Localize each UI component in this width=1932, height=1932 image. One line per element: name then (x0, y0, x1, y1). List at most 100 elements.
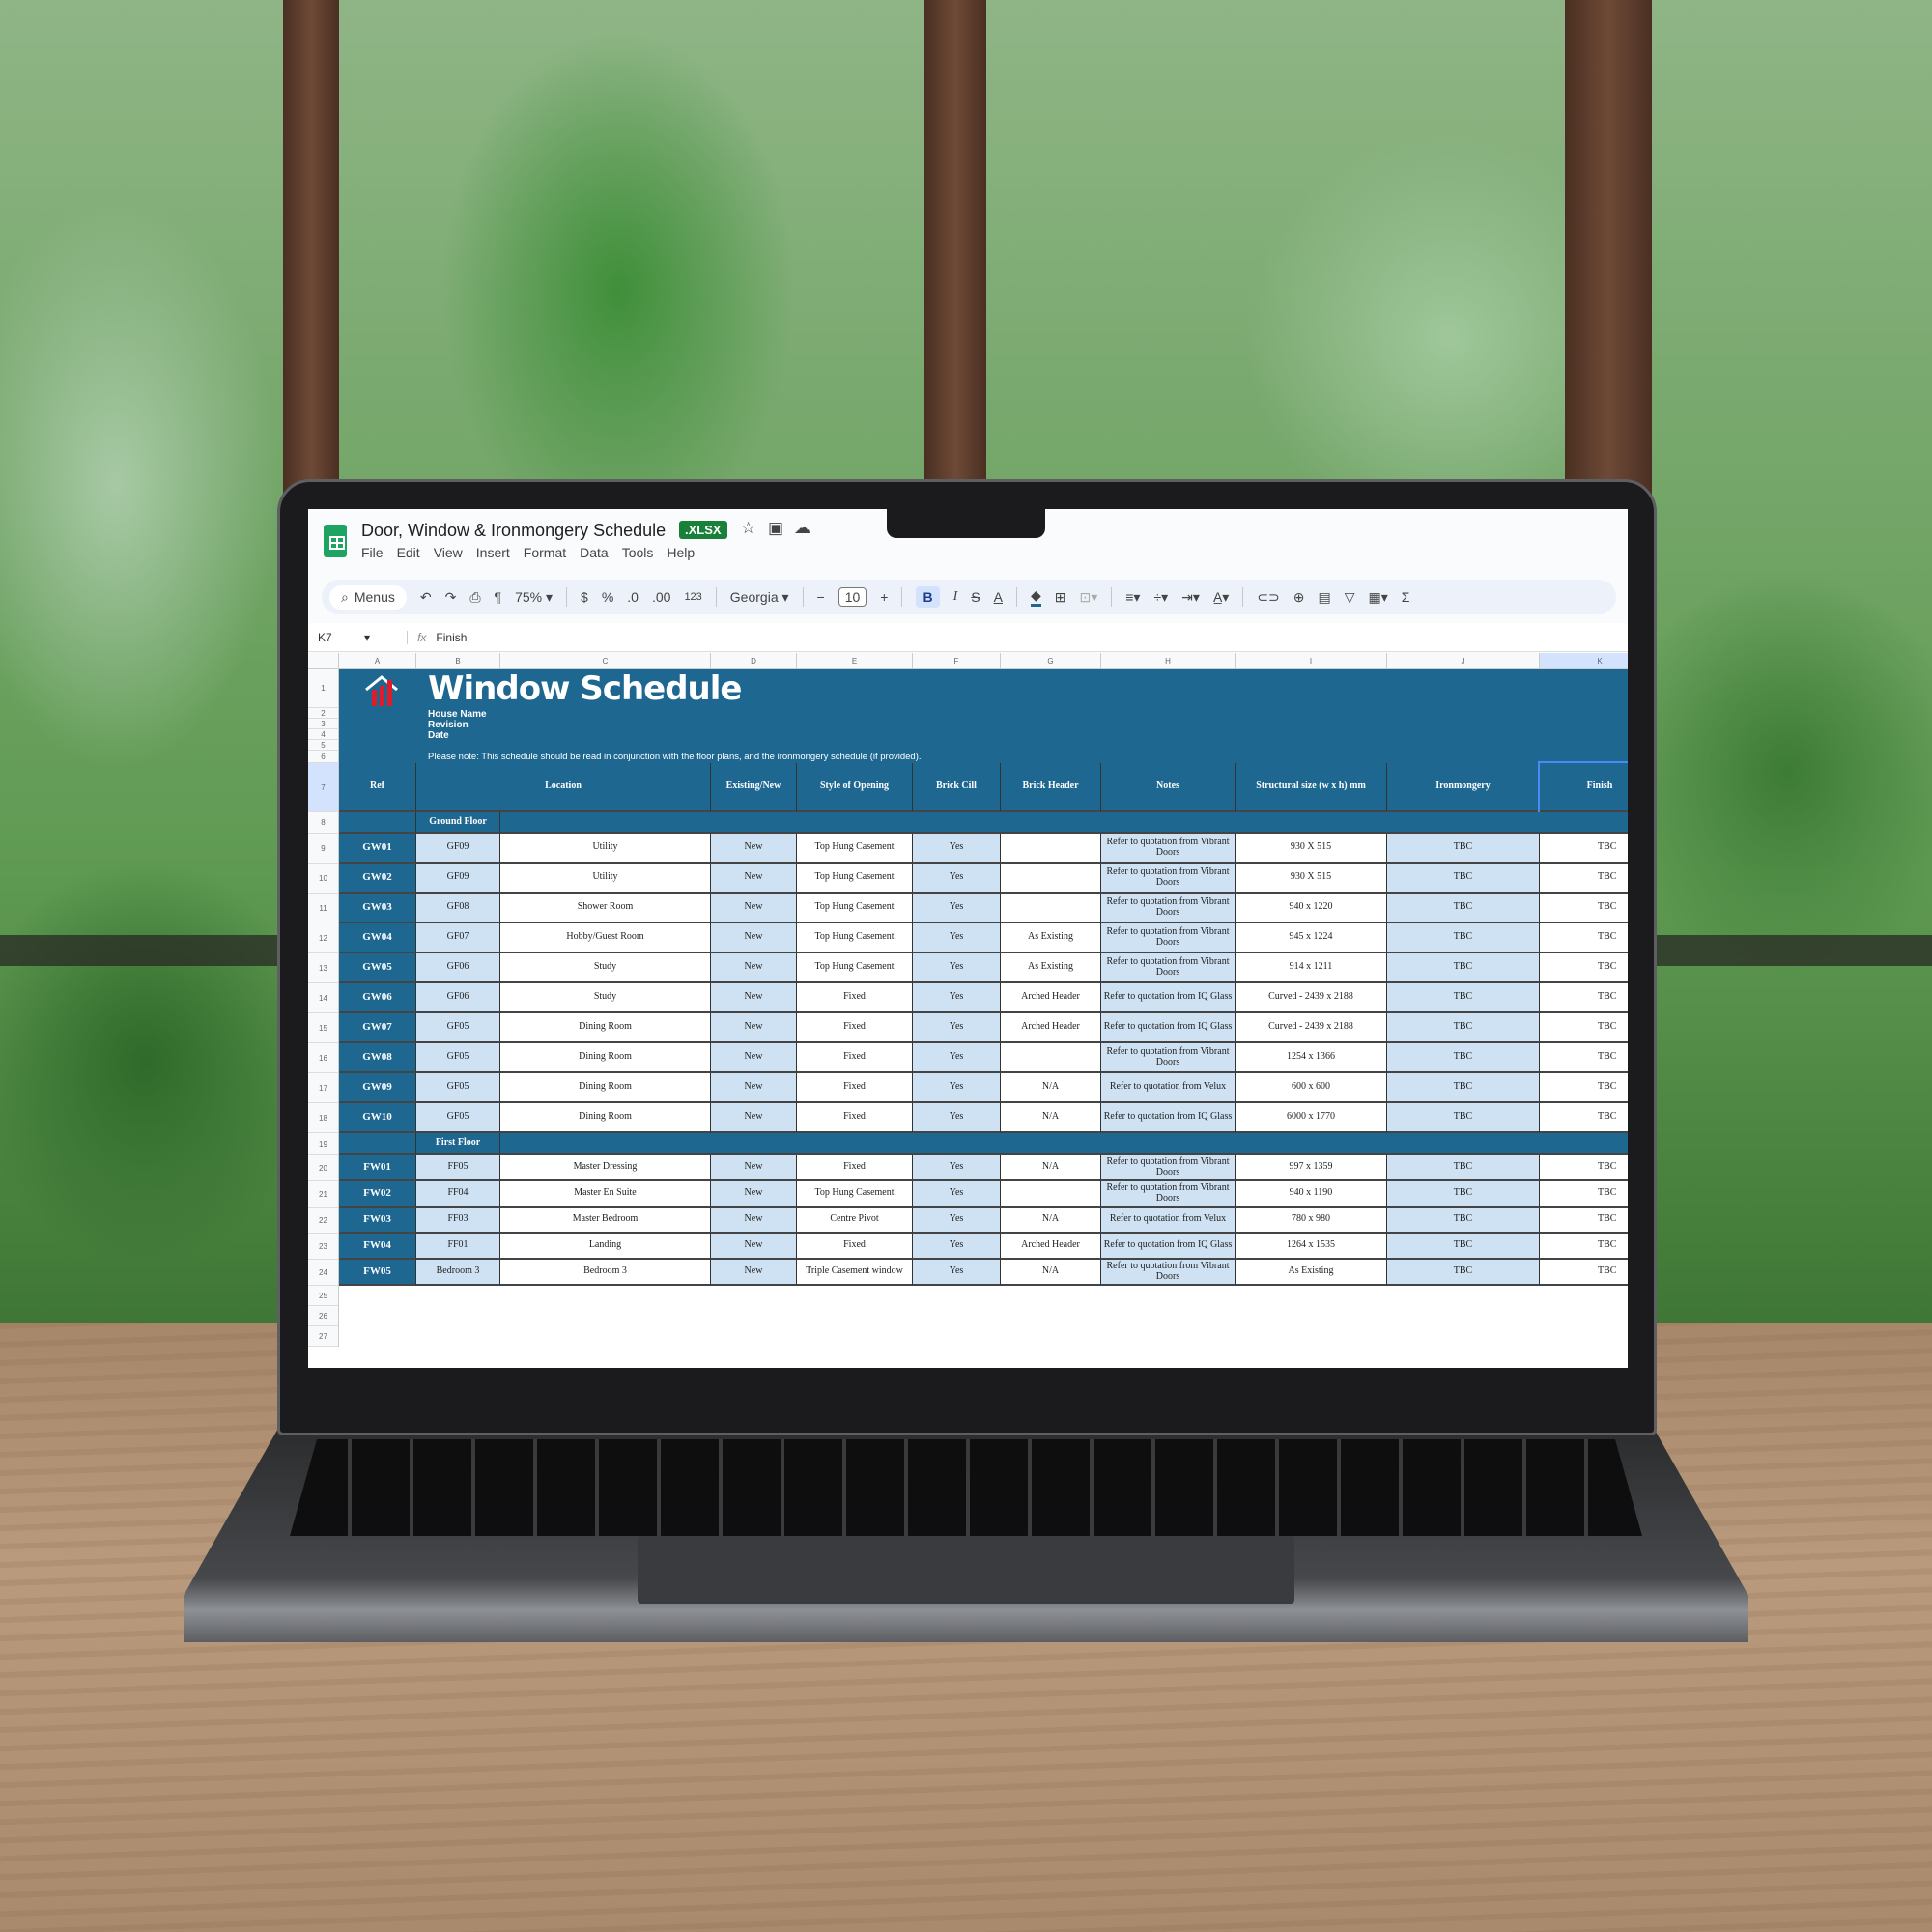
table-cell[interactable]: GF06 (416, 953, 500, 983)
column-title[interactable]: Notes (1101, 763, 1236, 812)
table-cell[interactable]: Fixed (797, 1013, 913, 1043)
window-ref[interactable]: FW03 (339, 1208, 416, 1234)
undo-icon[interactable]: ↶ (419, 588, 432, 605)
table-cell[interactable]: TBC (1387, 864, 1540, 894)
table-cell[interactable]: TBC (1387, 1181, 1540, 1208)
menu-edit[interactable]: Edit (396, 545, 420, 560)
row-header[interactable]: 7 (308, 763, 339, 812)
window-ref[interactable]: GW06 (339, 983, 416, 1013)
table-cell[interactable]: Fixed (797, 1234, 913, 1260)
merge-cells-icon[interactable]: ⊡▾ (1079, 588, 1098, 605)
section-bar[interactable] (500, 1133, 1628, 1155)
table-cell[interactable]: N/A (1001, 1073, 1101, 1103)
row-header[interactable]: 1 (308, 669, 339, 708)
table-cell[interactable]: Refer to quotation from Vibrant Doors (1101, 894, 1236, 923)
menu-file[interactable]: File (361, 545, 384, 560)
row-header[interactable]: 3 (308, 719, 339, 729)
table-cell[interactable]: TBC (1387, 1208, 1540, 1234)
horizontal-align-icon[interactable]: ≡▾ (1125, 588, 1141, 605)
table-cell[interactable]: TBC (1387, 1073, 1540, 1103)
move-folder-icon[interactable]: ▣ (768, 519, 784, 537)
table-cell[interactable]: Triple Casement window (797, 1260, 913, 1286)
vertical-align-icon[interactable]: ÷▾ (1153, 588, 1169, 605)
table-cell[interactable]: Refer to quotation from IQ Glass (1101, 1103, 1236, 1133)
table-cell[interactable]: TBC (1387, 1043, 1540, 1073)
table-cell[interactable]: Utility (500, 834, 711, 864)
row-header[interactable]: 27 (308, 1326, 339, 1347)
table-cell[interactable]: Fixed (797, 1103, 913, 1133)
row-header[interactable]: 18 (308, 1103, 339, 1133)
column-title[interactable]: Ironmongery (1387, 763, 1540, 812)
table-cell[interactable] (1001, 894, 1101, 923)
column-title[interactable]: Finish (1538, 761, 1628, 814)
window-ref[interactable]: FW02 (339, 1181, 416, 1208)
table-cell[interactable]: As Existing (1001, 953, 1101, 983)
table-cell[interactable]: 940 x 1190 (1236, 1181, 1387, 1208)
table-cell[interactable]: Refer to quotation from Vibrant Doors (1101, 864, 1236, 894)
table-cell[interactable]: New (711, 1181, 797, 1208)
cloud-status-icon[interactable]: ☁ (794, 519, 810, 537)
sheets-logo-icon[interactable] (324, 525, 347, 557)
table-cell[interactable]: New (711, 894, 797, 923)
table-cell[interactable]: Yes (913, 1208, 1001, 1234)
star-icon[interactable]: ☆ (741, 519, 756, 537)
table-cell[interactable]: Refer to quotation from Vibrant Doors (1101, 1043, 1236, 1073)
table-cell[interactable]: Dining Room (500, 1073, 711, 1103)
table-cell[interactable]: Top Hung Casement (797, 953, 913, 983)
table-cell[interactable]: Yes (913, 1043, 1001, 1073)
table-cell[interactable]: Yes (913, 1103, 1001, 1133)
window-ref[interactable]: GW05 (339, 953, 416, 983)
section-label[interactable]: Ground Floor (416, 812, 500, 834)
section-bar[interactable] (500, 812, 1628, 834)
table-cell[interactable]: TBC (1387, 1103, 1540, 1133)
table-cell[interactable]: New (711, 983, 797, 1013)
table-cell[interactable]: FF04 (416, 1181, 500, 1208)
table-cell[interactable]: Master Bedroom (500, 1208, 711, 1234)
column-title[interactable]: Existing/New (711, 763, 797, 812)
window-ref[interactable]: GW08 (339, 1043, 416, 1073)
table-cell[interactable]: FF05 (416, 1155, 500, 1181)
table-cell[interactable]: FF03 (416, 1208, 500, 1234)
formula-input[interactable]: Finish (436, 630, 468, 644)
print-icon[interactable]: ⎙ (469, 588, 481, 605)
table-cell[interactable]: Yes (913, 953, 1001, 983)
table-cell[interactable]: Arched Header (1001, 1013, 1101, 1043)
row-header[interactable]: 11 (308, 894, 339, 923)
chart-icon[interactable]: ▤ (1318, 588, 1331, 605)
table-cell[interactable]: Refer to quotation from Vibrant Doors (1101, 1181, 1236, 1208)
row-header[interactable]: 24 (308, 1260, 339, 1286)
table-cell[interactable]: GF05 (416, 1103, 500, 1133)
table-cell[interactable]: TBC (1387, 894, 1540, 923)
filter-views-icon[interactable]: ▦▾ (1368, 588, 1388, 605)
table-cell[interactable]: Master En Suite (500, 1181, 711, 1208)
window-ref[interactable]: GW04 (339, 923, 416, 953)
table-cell[interactable]: Dining Room (500, 1043, 711, 1073)
table-cell[interactable]: GF05 (416, 1013, 500, 1043)
table-cell[interactable]: 930 X 515 (1236, 864, 1387, 894)
link-icon[interactable]: ⊂⊃ (1257, 588, 1280, 605)
table-cell[interactable]: 914 x 1211 (1236, 953, 1387, 983)
table-cell[interactable]: N/A (1001, 1103, 1101, 1133)
section-spacer[interactable] (339, 812, 416, 834)
table-cell[interactable]: TBC (1540, 1155, 1628, 1181)
row-header[interactable]: 6 (308, 751, 339, 763)
table-cell[interactable]: Curved - 2439 x 2188 (1236, 983, 1387, 1013)
table-cell[interactable]: Hobby/Guest Room (500, 923, 711, 953)
table-cell[interactable]: GF09 (416, 834, 500, 864)
table-cell[interactable]: GF09 (416, 864, 500, 894)
row-header[interactable]: 19 (308, 1133, 339, 1155)
table-cell[interactable]: TBC (1540, 1208, 1628, 1234)
table-cell[interactable]: New (711, 1103, 797, 1133)
table-cell[interactable]: TBC (1540, 1234, 1628, 1260)
table-cell[interactable]: New (711, 1155, 797, 1181)
table-cell[interactable]: Bedroom 3 (416, 1260, 500, 1286)
column-header-k[interactable]: K (1540, 653, 1628, 669)
table-cell[interactable]: Refer to quotation from IQ Glass (1101, 1013, 1236, 1043)
table-cell[interactable]: Yes (913, 923, 1001, 953)
zoom-select[interactable]: 75% ▾ (515, 588, 554, 605)
table-cell[interactable]: Refer to quotation from Vibrant Doors (1101, 923, 1236, 953)
menu-format[interactable]: Format (523, 545, 567, 560)
table-cell[interactable]: Yes (913, 894, 1001, 923)
table-cell[interactable]: Top Hung Casement (797, 834, 913, 864)
table-cell[interactable]: New (711, 953, 797, 983)
